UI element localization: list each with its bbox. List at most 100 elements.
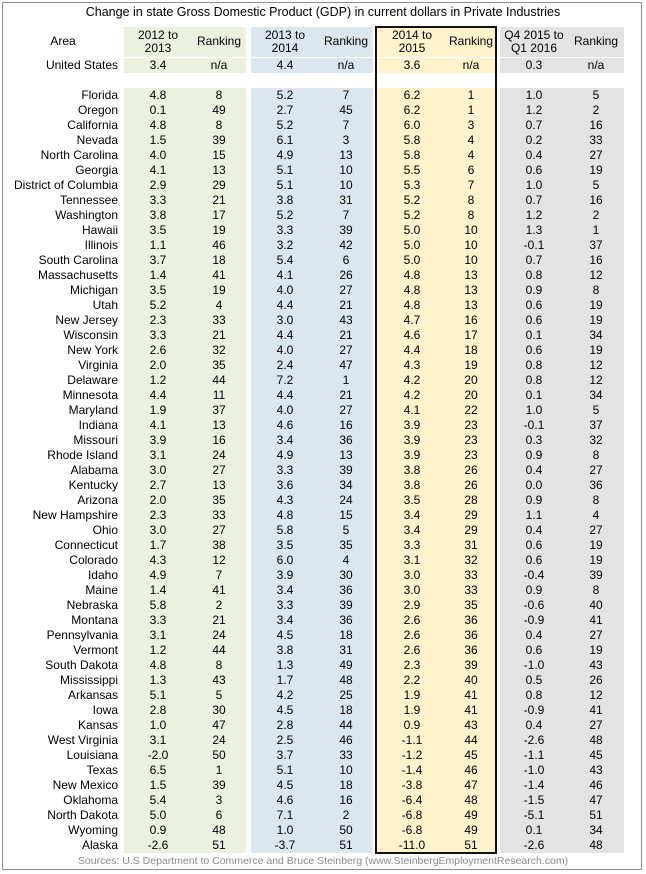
table-cell: 4.4 bbox=[276, 388, 294, 402]
table-cell: 36 bbox=[589, 478, 603, 492]
table-cell: 6 bbox=[342, 253, 350, 267]
table-cell: 31 bbox=[464, 538, 478, 552]
table-cell: 18 bbox=[464, 343, 478, 357]
table-cell: 3.4 bbox=[276, 613, 294, 627]
table-cell: 3 bbox=[342, 133, 350, 147]
state-name: Arkansas bbox=[67, 688, 118, 702]
table-cell: 47 bbox=[589, 793, 603, 807]
table-cell: 41 bbox=[589, 703, 603, 717]
table-cell: 2 bbox=[592, 103, 600, 117]
table-cell: 3.9 bbox=[149, 433, 167, 447]
table-cell: 10 bbox=[339, 763, 353, 777]
table-cell: 5 bbox=[215, 688, 223, 702]
table-cell: 26 bbox=[464, 478, 478, 492]
table-cell: 18 bbox=[339, 703, 353, 717]
table-cell: 2.9 bbox=[149, 178, 167, 192]
table-cell: 16 bbox=[589, 193, 603, 207]
us-row-cell: 4.4 bbox=[276, 58, 294, 72]
table-cell: 26 bbox=[464, 463, 478, 477]
table-cell: 17 bbox=[212, 208, 226, 222]
table-cell: 1 bbox=[342, 373, 350, 387]
table-cell: 4.1 bbox=[276, 268, 294, 282]
table-cell: 18 bbox=[212, 253, 226, 267]
table-cell: 3.3 bbox=[149, 193, 167, 207]
table-cell: 0.9 bbox=[525, 448, 543, 462]
table-cell: 39 bbox=[212, 778, 226, 792]
table-cell: -1.1 bbox=[401, 733, 423, 747]
column-header-line: 2014 bbox=[271, 41, 299, 55]
table-cell: 0.6 bbox=[525, 538, 543, 552]
state-name: New Hampshire bbox=[32, 508, 118, 522]
table-cell: 4.0 bbox=[149, 148, 167, 162]
table-cell: 18 bbox=[339, 628, 353, 642]
table-cell: 8 bbox=[592, 493, 600, 507]
column-band-8-2 bbox=[568, 88, 624, 853]
state-name: Colorado bbox=[69, 553, 118, 567]
state-name: Nebraska bbox=[66, 598, 118, 612]
table-cell: 3.6 bbox=[276, 478, 294, 492]
table-cell: 0.6 bbox=[525, 553, 543, 567]
table-cell: 43 bbox=[339, 313, 353, 327]
column-band-8-1 bbox=[568, 58, 624, 73]
table-cell: 36 bbox=[339, 583, 353, 597]
table-cell: 5.0 bbox=[149, 808, 167, 822]
table-cell: 41 bbox=[212, 583, 226, 597]
table-cell: 2 bbox=[342, 808, 350, 822]
column-band-1-0 bbox=[124, 27, 192, 57]
table-cell: 1.5 bbox=[149, 778, 167, 792]
state-name: Texas bbox=[86, 763, 118, 777]
state-name: Utah bbox=[92, 298, 118, 312]
table-cell: 4 bbox=[467, 148, 475, 162]
table-cell: 0.8 bbox=[525, 268, 543, 282]
table-cell: 3.0 bbox=[403, 583, 421, 597]
table-cell: 0.9 bbox=[525, 493, 543, 507]
us-row-cell: n/a bbox=[210, 58, 228, 72]
column-band-2-2 bbox=[192, 88, 246, 853]
table-cell: 15 bbox=[339, 508, 353, 522]
table-cell: 30 bbox=[212, 703, 226, 717]
state-name: Mississippi bbox=[59, 673, 118, 687]
column-header-line: Ranking bbox=[448, 34, 494, 49]
state-name: Connecticut bbox=[54, 538, 118, 552]
table-cell: 0.4 bbox=[525, 463, 543, 477]
table-cell: 8 bbox=[215, 118, 223, 132]
state-name: West Virginia bbox=[47, 733, 118, 747]
table-cell: 7 bbox=[342, 88, 350, 102]
table-cell: 19 bbox=[589, 163, 603, 177]
column-header-line: 2015 bbox=[398, 41, 426, 55]
table-cell: 23 bbox=[464, 448, 478, 462]
state-name: Rhode Island bbox=[47, 448, 118, 462]
table-cell: 19 bbox=[589, 343, 603, 357]
column-header-8: Ranking bbox=[568, 27, 624, 57]
table-cell: -11.0 bbox=[398, 838, 426, 852]
table-cell: 8 bbox=[592, 583, 600, 597]
table-cell: 4.3 bbox=[149, 553, 167, 567]
table-cell: 13 bbox=[464, 298, 478, 312]
table-cell: 19 bbox=[589, 553, 603, 567]
table-cell: 44 bbox=[212, 643, 226, 657]
table-cell: 5.2 bbox=[276, 208, 294, 222]
table-cell: 47 bbox=[339, 358, 353, 372]
table-cell: 7 bbox=[215, 568, 223, 582]
table-cell: 4 bbox=[215, 298, 223, 312]
table-cell: 5.1 bbox=[276, 178, 294, 192]
table-cell: 0.7 bbox=[525, 193, 543, 207]
table-cell: -0.9 bbox=[523, 703, 545, 717]
column-band-3-2 bbox=[251, 88, 319, 853]
table-cell: 3.3 bbox=[276, 463, 294, 477]
table-cell: 0.6 bbox=[525, 313, 543, 327]
table-cell: 4.9 bbox=[276, 448, 294, 462]
table-cell: 3 bbox=[467, 118, 475, 132]
table-cell: 16 bbox=[212, 433, 226, 447]
table-cell: 27 bbox=[212, 523, 226, 537]
column-header-5: 2014 to 2015 bbox=[378, 27, 446, 57]
table-cell: 2.7 bbox=[276, 103, 294, 117]
table-cell: 24 bbox=[212, 628, 226, 642]
table-cell: 1 bbox=[467, 103, 475, 117]
table-cell: 36 bbox=[339, 433, 353, 447]
table-cell: -2.6 bbox=[523, 733, 545, 747]
table-cell: 0.6 bbox=[525, 298, 543, 312]
table-cell: -0.4 bbox=[523, 568, 545, 582]
table-cell: 20 bbox=[464, 373, 478, 387]
table-cell: 0.6 bbox=[525, 163, 543, 177]
